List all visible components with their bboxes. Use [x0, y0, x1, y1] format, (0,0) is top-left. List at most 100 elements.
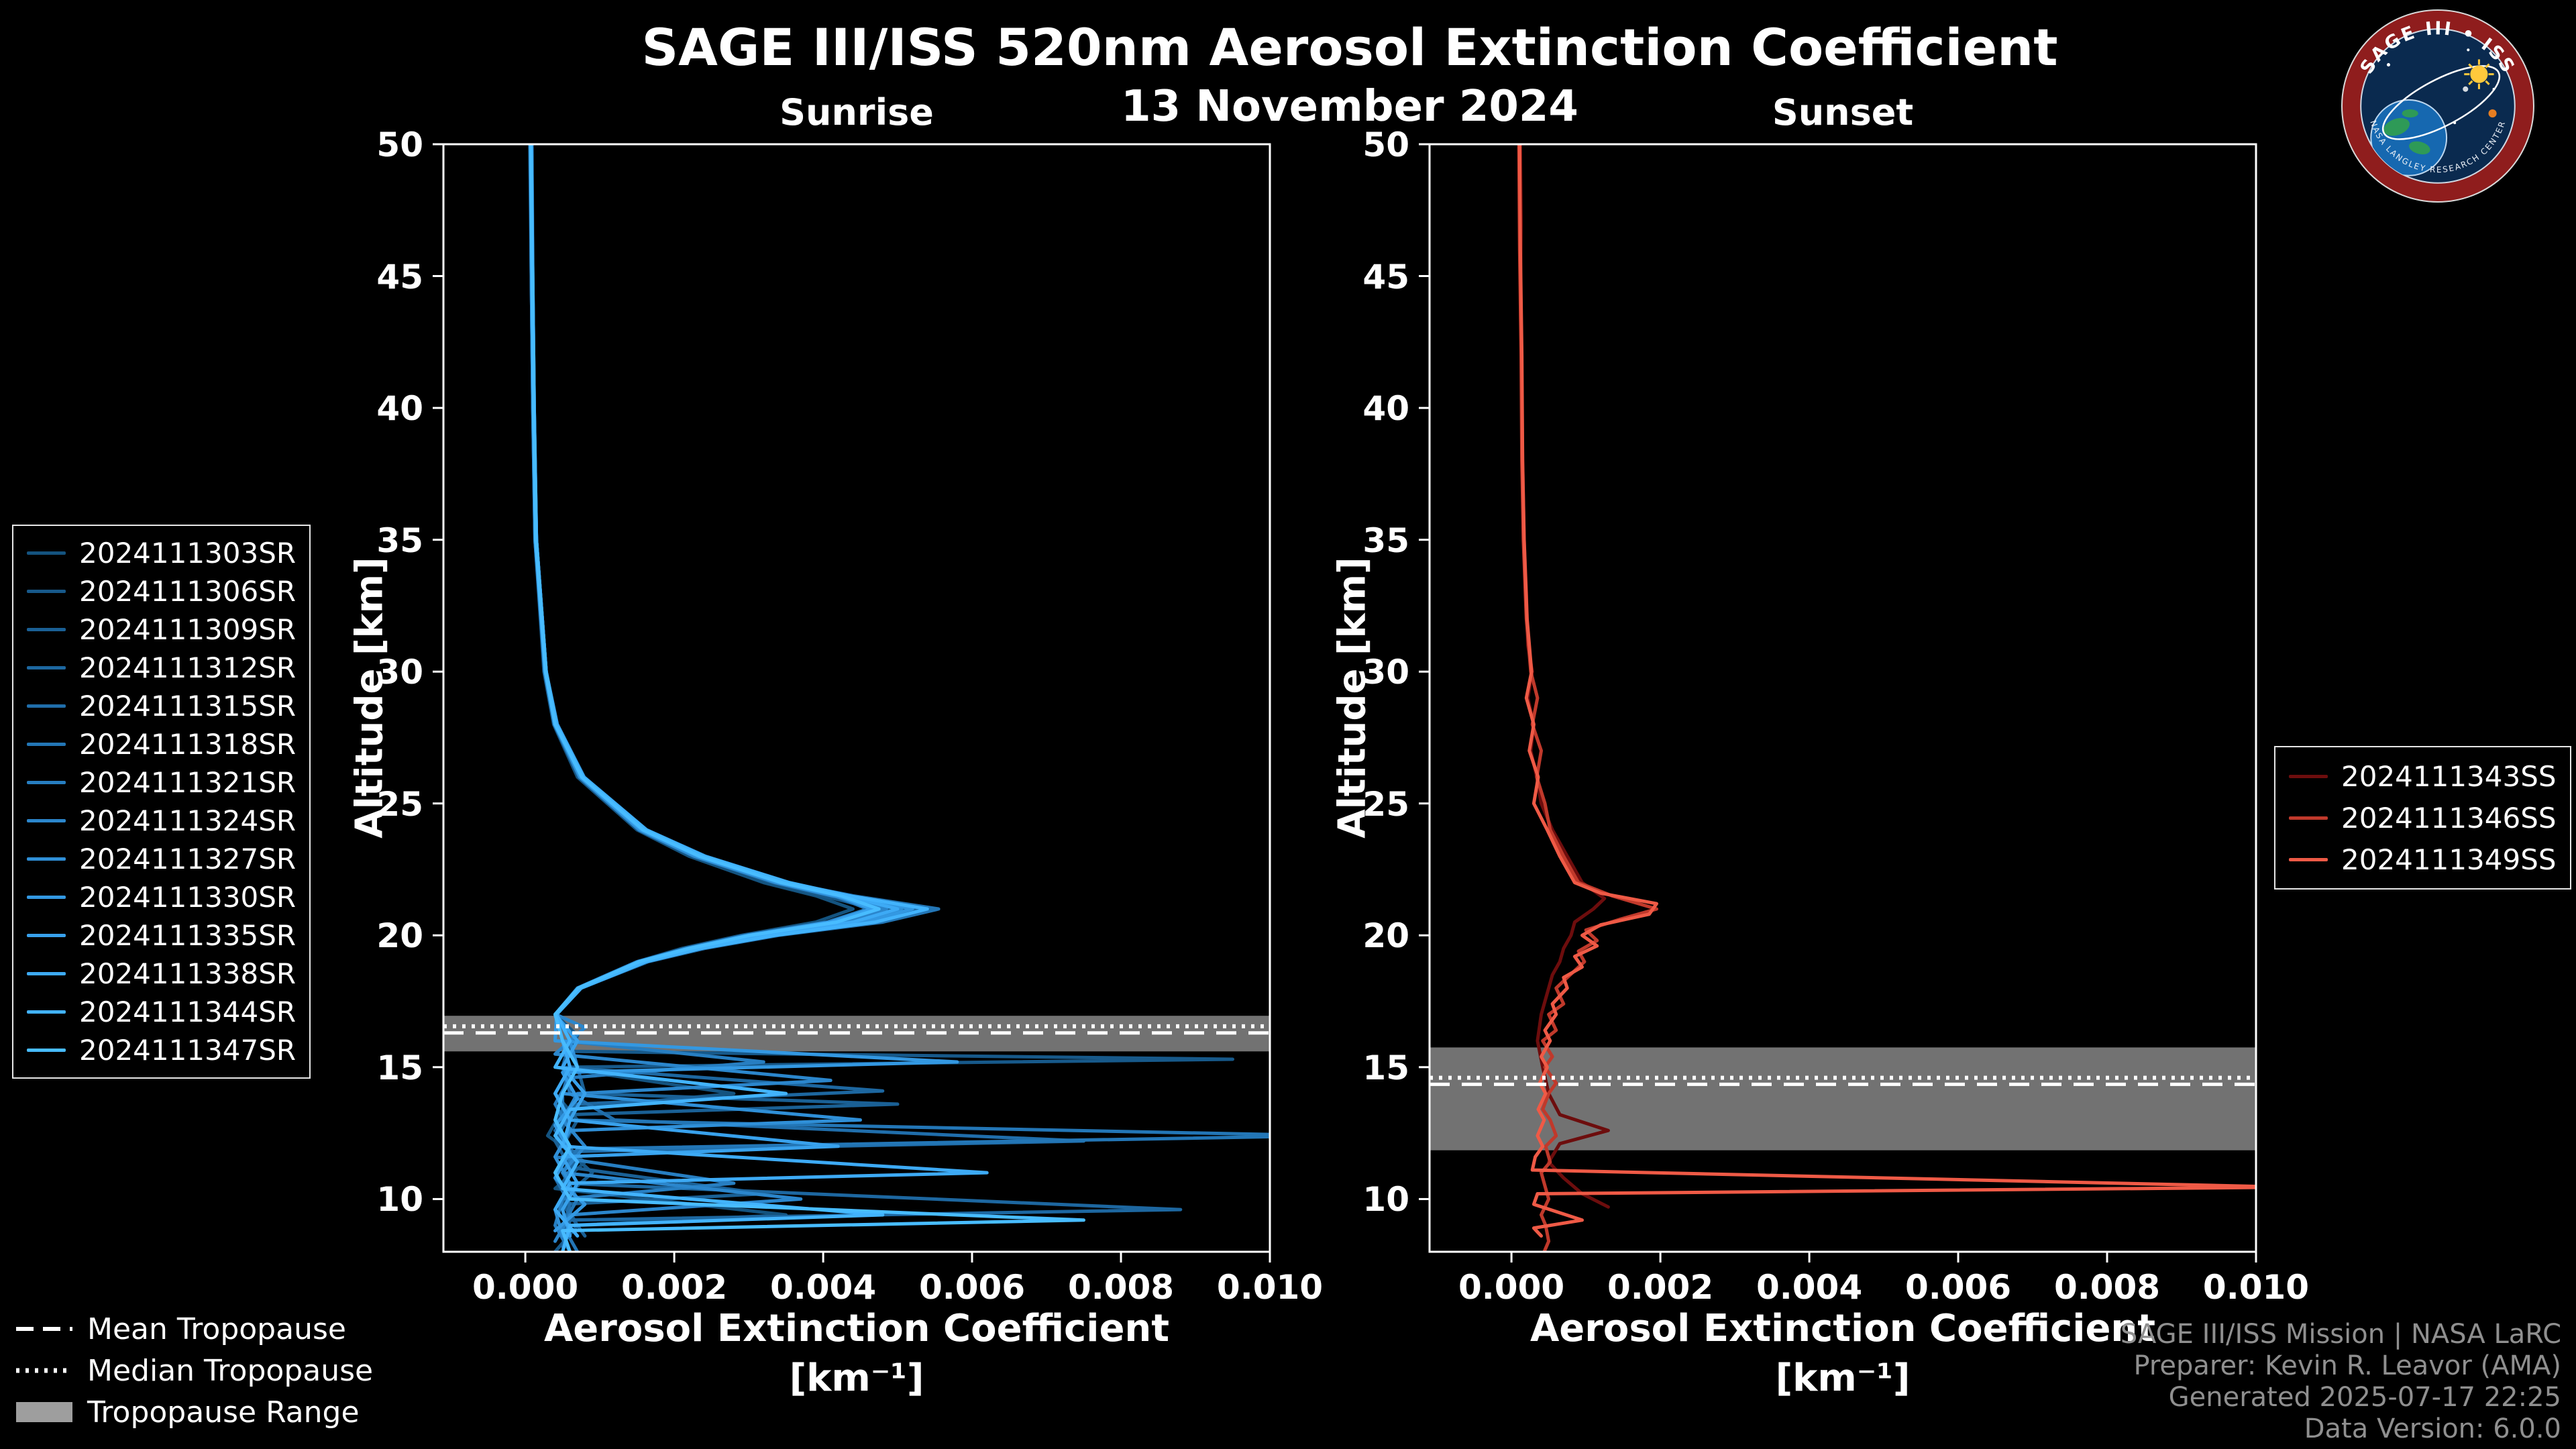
legend-label: 2024111349SS [2341, 843, 2557, 876]
dotted-line-swatch [16, 1368, 72, 1373]
y-tick-label: 35 [376, 521, 423, 560]
legend-line-swatch [27, 781, 66, 784]
legend-label: 2024111309SR [79, 613, 297, 646]
legend-line-swatch [27, 1010, 66, 1014]
legend-item: 2024111324SR [27, 802, 296, 840]
legend-label: 2024111338SR [79, 957, 297, 990]
sunset-plot [1419, 143, 2257, 1263]
y-tick-label: 45 [376, 257, 423, 297]
legend-label: 2024111315SR [79, 690, 297, 722]
x-tick-label: 0.010 [1216, 1268, 1324, 1307]
legend-line-swatch [27, 857, 66, 861]
sunrise-plot [433, 143, 1271, 1263]
logo-outer-edge [2341, 9, 2534, 203]
y-tick-label: 15 [1362, 1048, 1409, 1087]
y-tick-label: 25 [376, 784, 423, 824]
legend-item: 2024111309SR [27, 610, 296, 649]
legend-label: 2024111346SS [2341, 801, 2557, 835]
y-tick-label: 30 [1362, 653, 1409, 692]
legend-line-swatch [27, 590, 66, 593]
sunset-legend: 2024111343SS 2024111346SS 2024111349SS [2274, 746, 2571, 890]
x-tick-label: 0.000 [1458, 1268, 1565, 1307]
x-tick-label: 0.008 [1067, 1268, 1175, 1307]
range-tropopause-legend-item: Tropopause Range [16, 1391, 373, 1433]
credit-line-preparer: Preparer: Kevin R. Leavor (AMA) [2133, 1350, 2561, 1381]
legend-line-swatch [27, 704, 66, 708]
profile-line [529, 144, 1234, 1252]
sunset-subtitle: Sunset [1772, 91, 1914, 133]
y-tick-label: 20 [1362, 916, 1409, 956]
legend-label: 2024111335SR [79, 919, 297, 952]
median-tropopause-label: Median Tropopause [87, 1353, 374, 1388]
legend-item: 2024111338SR [27, 955, 296, 993]
y-tick-label: 25 [1362, 784, 1409, 824]
plot-border [442, 143, 1271, 1253]
y-tick-label: 35 [1362, 521, 1409, 560]
range-box-swatch [16, 1402, 72, 1422]
legend-line-swatch [27, 819, 66, 822]
logo-planet [2488, 109, 2497, 118]
tropopause-legend: Mean Tropopause Median Tropopause Tropop… [16, 1308, 373, 1433]
logo-orbit [2381, 65, 2501, 140]
x-tick-label: 0.010 [2202, 1268, 2310, 1307]
y-tick-label: 10 [376, 1180, 423, 1220]
profile-line [1517, 144, 2256, 1238]
x-tick-label: 0.006 [1904, 1268, 2012, 1307]
x-tick-label: 0.004 [769, 1268, 877, 1307]
sunrise-x-axis-label: Aerosol Extinction Coefficient [543, 1307, 1170, 1350]
range-tropopause-label: Tropopause Range [87, 1395, 360, 1430]
legend-item: 2024111321SR [27, 763, 296, 802]
sunrise-legend: 2024111303SR 2024111306SR 2024111309SR 2024… [12, 525, 311, 1079]
credit-line-mission: SAGE III/ISS Mission | NASA LaRC [2120, 1319, 2561, 1350]
legend-label: 2024111343SS [2341, 759, 2557, 793]
legend-line-swatch [27, 896, 66, 899]
legend-label: 2024111344SR [79, 996, 297, 1028]
profile-line [530, 144, 1183, 1248]
legend-label: 2024111321SR [79, 766, 297, 799]
logo-moon [2463, 86, 2469, 92]
legend-item: 2024111344SR [27, 993, 296, 1031]
legend-label: 2024111318SR [79, 728, 297, 761]
logo-art [2370, 48, 2501, 176]
legend-line-swatch [2289, 774, 2328, 778]
sunrise-subtitle: Sunrise [780, 91, 934, 133]
legend-label: 2024111347SR [79, 1034, 297, 1067]
legend-line-swatch [27, 972, 66, 975]
legend-line-swatch [27, 628, 66, 631]
legend-label: 2024111312SR [79, 651, 297, 684]
legend-item: 2024111315SR [27, 687, 296, 725]
x-tick-label: 0.000 [472, 1268, 579, 1307]
legend-item: 2024111349SS [2289, 839, 2557, 880]
legend-item: 2024111330SR [27, 878, 296, 916]
legend-item: 2024111335SR [27, 916, 296, 955]
y-tick-label: 40 [1362, 389, 1409, 429]
legend-item: 2024111303SR [27, 534, 296, 572]
credit-line-generated: Generated 2025-07-17 22:25 [2168, 1382, 2561, 1413]
y-tick-label: 10 [1362, 1180, 1409, 1220]
dashed-line-swatch [16, 1327, 72, 1331]
legend-line-swatch [27, 551, 66, 555]
plot-border [1428, 143, 2257, 1253]
x-tick-label: 0.004 [1756, 1268, 1863, 1307]
x-tick-label: 0.006 [918, 1268, 1026, 1307]
sunrise-x-axis-unit: [km⁻¹] [789, 1356, 924, 1400]
legend-label: 2024111306SR [79, 575, 297, 608]
legend-item: 2024111306SR [27, 572, 296, 610]
main-title: SAGE III/ISS 520nm Aerosol Extinction Co… [641, 17, 2058, 77]
legend-item: 2024111327SR [27, 840, 296, 878]
legend-line-swatch [27, 934, 66, 937]
legend-item: 2024111347SR [27, 1031, 296, 1069]
legend-line-swatch [2289, 857, 2328, 861]
legend-item: 2024111343SS [2289, 755, 2557, 797]
legend-item: 2024111318SR [27, 725, 296, 763]
legend-label: 2024111327SR [79, 843, 297, 875]
tropopause-range-band [1430, 1047, 2256, 1150]
legend-label: 2024111324SR [79, 804, 297, 837]
legend-line-swatch [2289, 816, 2328, 820]
credit-line-version: Data Version: 6.0.0 [2304, 1413, 2561, 1444]
sunset-x-axis-label: Aerosol Extinction Coefficient [1529, 1307, 2156, 1350]
logo-sun [2464, 59, 2494, 89]
legend-line-swatch [27, 743, 66, 746]
y-tick-label: 15 [376, 1048, 423, 1087]
